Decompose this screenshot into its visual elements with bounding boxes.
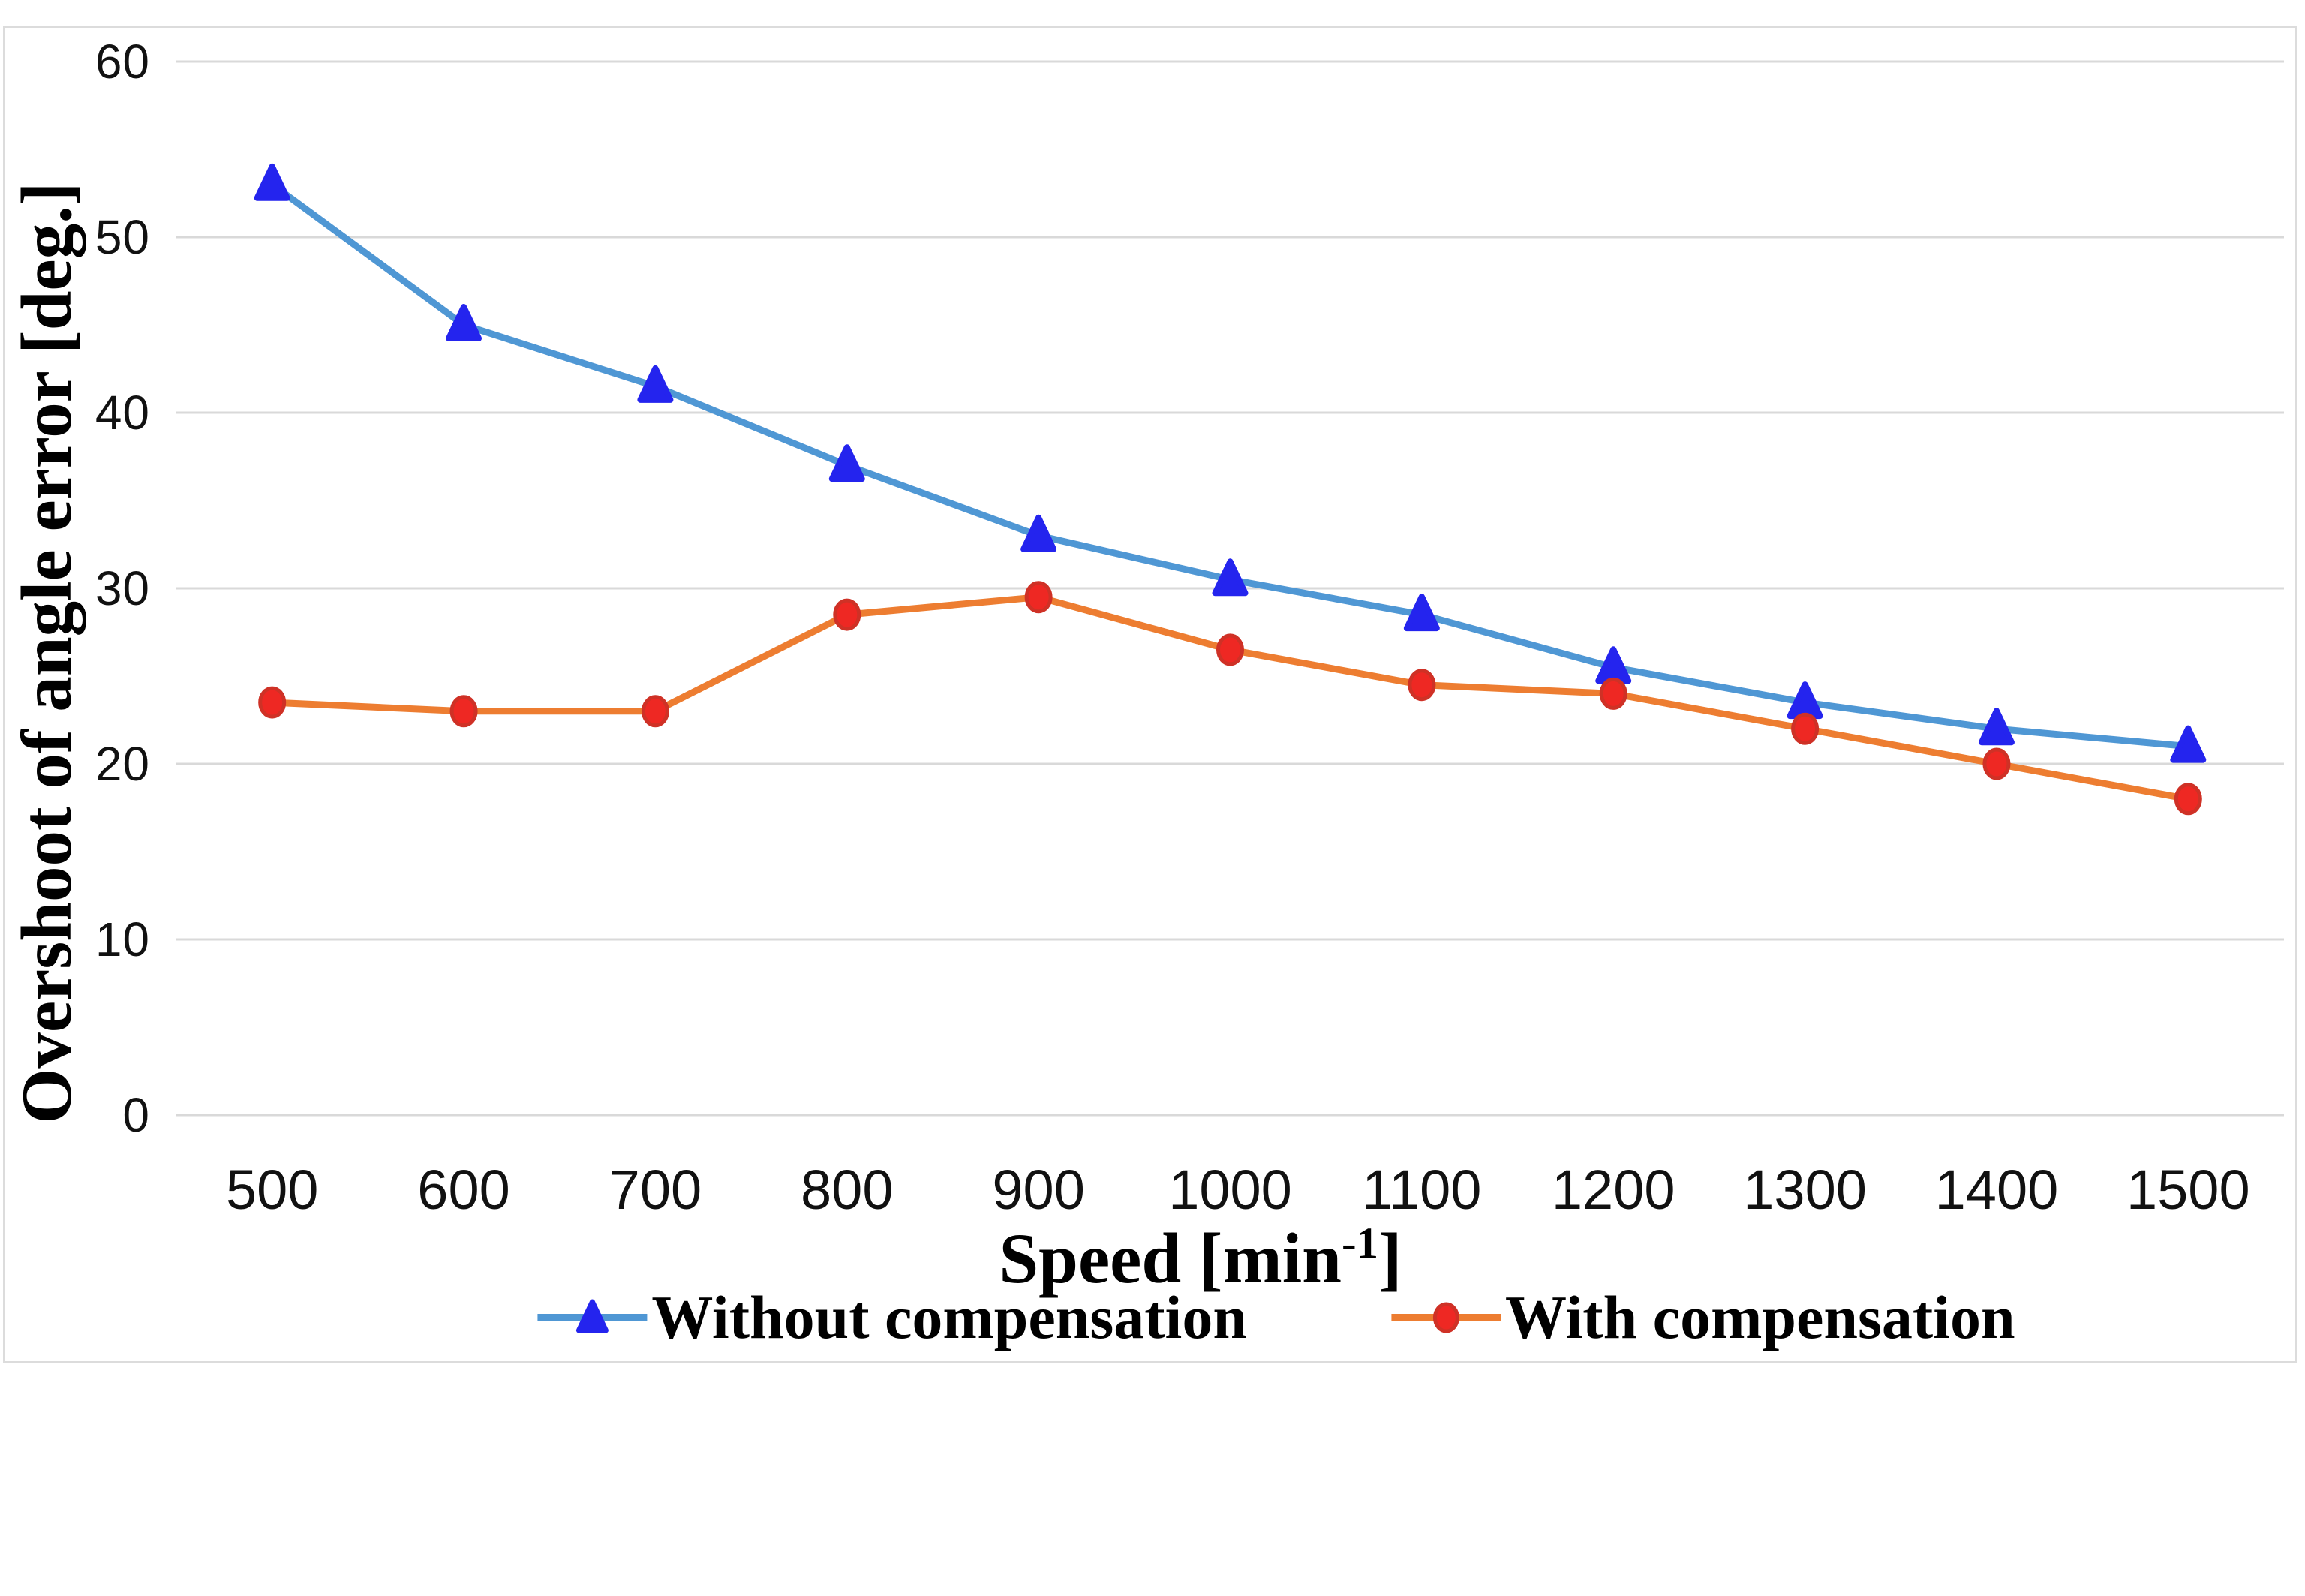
x-tick-label: 600 — [417, 1159, 510, 1221]
data-point-circle-icon — [641, 695, 669, 728]
data-point-triangle-icon — [1978, 708, 2015, 746]
x-axis-title-text: Speed [min — [999, 1219, 1342, 1298]
data-point-circle-icon — [1216, 633, 1244, 666]
y-tick-label: 20 — [95, 737, 150, 791]
data-point-circle-icon — [449, 695, 478, 728]
y-tick-label: 30 — [95, 561, 150, 615]
data-point-triangle-icon — [637, 365, 674, 403]
legend-marker-triangle-icon — [537, 1299, 648, 1333]
x-tick-label: 900 — [992, 1159, 1085, 1221]
data-point-triangle-icon — [1403, 594, 1440, 632]
data-point-triangle-icon — [1212, 558, 1249, 597]
data-point-circle-icon — [1024, 581, 1053, 614]
data-point-circle-icon — [258, 686, 287, 719]
chart-frame — [3, 26, 2297, 1363]
x-tick-label: 700 — [609, 1159, 702, 1221]
data-point-circle-icon — [2174, 783, 2202, 816]
y-tick-label: 10 — [95, 912, 150, 966]
y-axis-title: Overshoot of angle error [deg.] — [7, 182, 86, 1124]
legend-label: Without compensation — [651, 1283, 1247, 1351]
data-point-triangle-icon — [1787, 681, 1823, 720]
x-tick-label: 1500 — [2126, 1159, 2250, 1221]
y-tick-label: 50 — [95, 210, 150, 264]
data-point-triangle-icon — [1020, 514, 1057, 552]
x-tick-label: 1400 — [1934, 1159, 2059, 1221]
x-axis-title-close-bracket: ] — [1378, 1219, 1402, 1298]
x-tick-label: 500 — [225, 1159, 319, 1221]
x-tick-label: 1200 — [1551, 1159, 1675, 1221]
legend-item-without-compensation: Without compensation — [536, 1282, 1247, 1354]
x-axis-title: Speed [min-1] — [999, 1217, 1402, 1300]
data-point-circle-icon — [1791, 712, 1820, 745]
legend-marker-circle-icon — [1390, 1302, 1501, 1333]
legend-item-with-compensation: With compensation — [1390, 1282, 2015, 1354]
legend: Without compensation With compensation — [536, 1282, 2015, 1354]
y-tick-label: 60 — [95, 35, 150, 89]
data-point-triangle-icon — [1595, 646, 1632, 684]
data-point-triangle-icon — [2170, 725, 2207, 763]
data-point-triangle-icon — [254, 163, 290, 201]
data-point-circle-icon — [1982, 747, 2011, 780]
data-point-circle-icon — [833, 598, 861, 631]
series-line-with-compensation — [269, 594, 2192, 803]
x-tick-label: 1100 — [1362, 1159, 1482, 1221]
x-tick-label: 800 — [801, 1159, 894, 1221]
legend-label: With compensation — [1504, 1283, 2015, 1351]
data-point-triangle-icon — [828, 444, 865, 482]
data-point-circle-icon — [1599, 677, 1627, 710]
x-axis-title-superscript: -1 — [1341, 1219, 1379, 1268]
x-tick-label: 1000 — [1168, 1159, 1292, 1221]
y-tick-label: 40 — [95, 386, 150, 440]
data-point-circle-icon — [1408, 669, 1436, 702]
x-tick-label: 1300 — [1743, 1159, 1867, 1221]
data-point-triangle-icon — [446, 304, 482, 341]
y-tick-label: 0 — [122, 1088, 150, 1142]
